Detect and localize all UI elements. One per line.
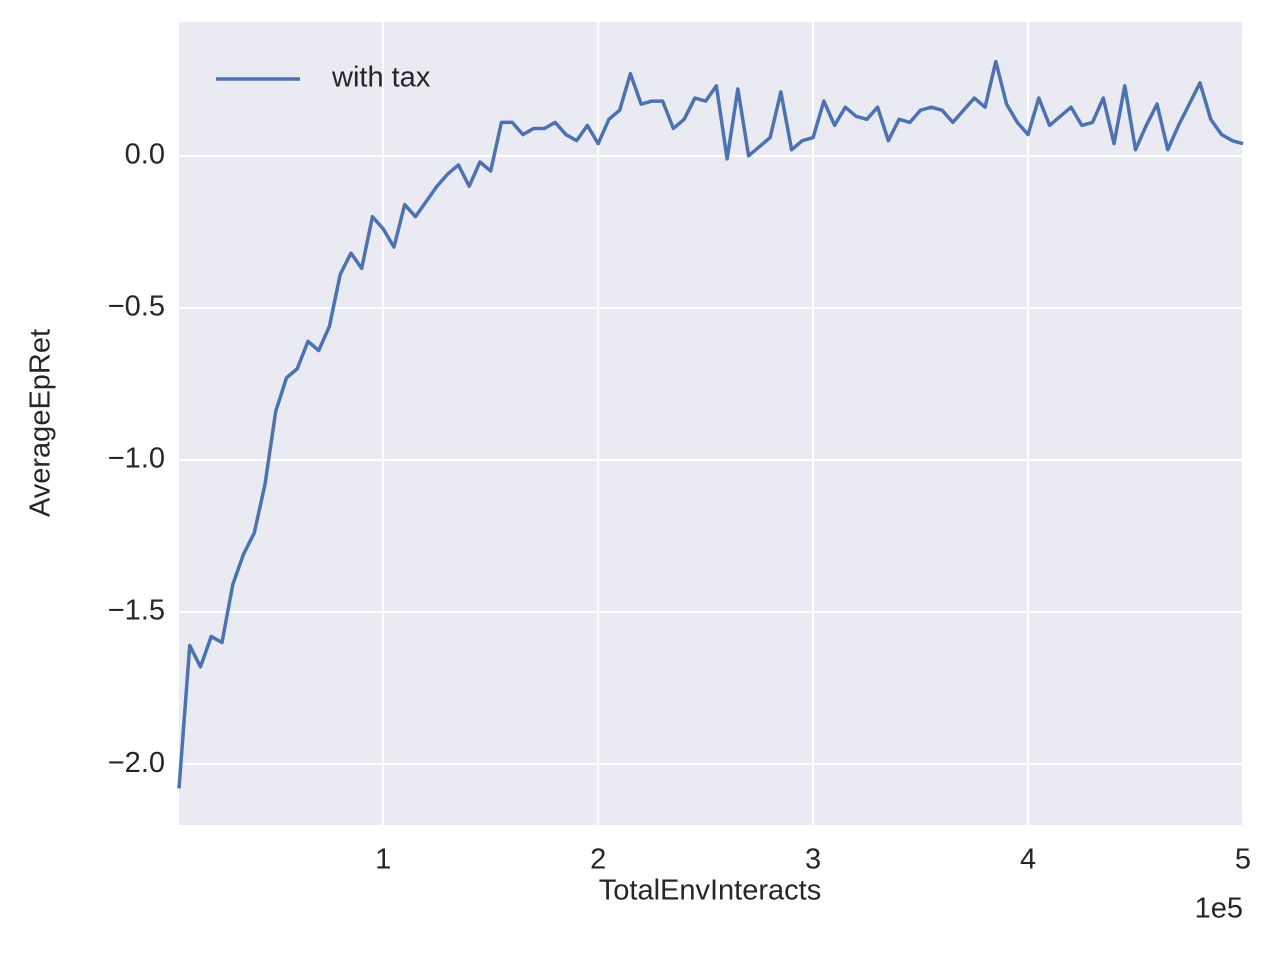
x-tick-label: 1	[375, 844, 391, 876]
y-tick-label: −1.0	[108, 443, 165, 475]
x-axis-label: TotalEnvInteracts	[599, 875, 821, 907]
y-tick-label: −0.5	[108, 291, 165, 323]
x-tick-label: 3	[805, 844, 821, 876]
x-offset-label: 1e5	[1195, 893, 1243, 925]
y-tick-label: −1.5	[108, 595, 165, 627]
y-tick-label: 0.0	[125, 138, 165, 170]
data-line	[177, 59, 1244, 789]
y-tick-label: −2.0	[108, 747, 165, 779]
x-tick-label: 5	[1235, 844, 1251, 876]
x-tick-label: 2	[590, 844, 606, 876]
y-axis-label: AverageEpRet	[25, 329, 57, 517]
plot-area	[179, 22, 1243, 825]
x-tick-label: 4	[1020, 844, 1036, 876]
legend-label: with tax	[331, 62, 431, 94]
